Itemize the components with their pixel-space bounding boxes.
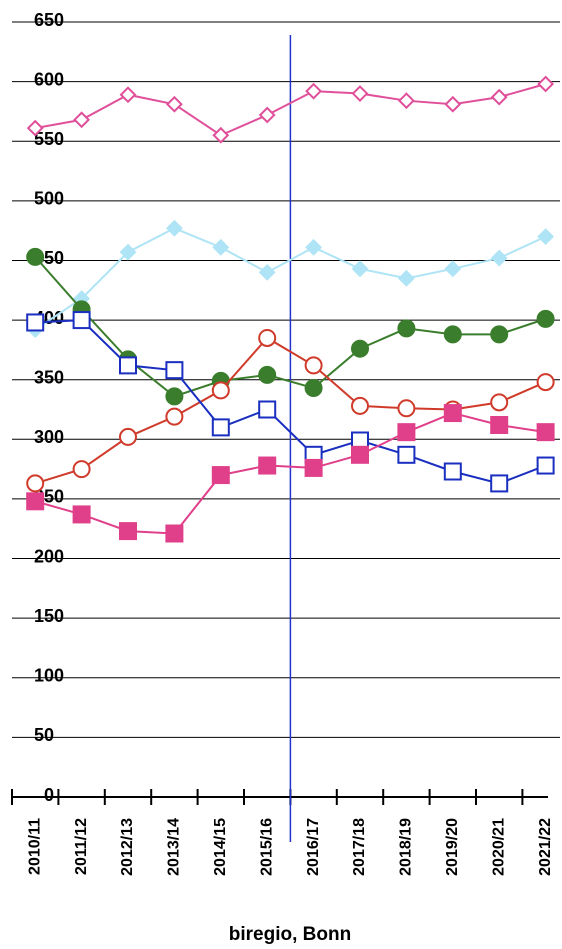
marker [119, 356, 137, 375]
marker [212, 238, 230, 256]
marker [444, 260, 462, 278]
x-tick-label: 2016/17 [305, 818, 322, 876]
x-tick-label: 2010/11 [26, 818, 43, 875]
marker [351, 396, 369, 415]
marker [351, 445, 369, 464]
marker [258, 328, 277, 347]
marker [119, 522, 137, 541]
marker [258, 400, 277, 419]
y-tick-label: 200 [34, 546, 64, 566]
marker [119, 86, 137, 104]
marker [304, 356, 323, 375]
marker [397, 92, 415, 110]
y-tick-label: 550 [34, 129, 64, 149]
marker [443, 325, 462, 344]
y-tick-label: 0 [44, 785, 54, 805]
y-tick-label: 650 [34, 10, 64, 30]
marker [536, 309, 555, 328]
marker [537, 228, 555, 246]
marker [26, 492, 45, 511]
marker [258, 456, 277, 475]
marker [304, 458, 323, 477]
marker [351, 260, 369, 278]
marker [490, 88, 508, 106]
marker [165, 219, 183, 237]
marker [490, 416, 509, 434]
marker [26, 313, 45, 332]
marker [397, 445, 416, 464]
marker [490, 249, 508, 267]
marker [536, 423, 555, 442]
marker [490, 474, 509, 493]
marker [443, 462, 462, 481]
marker [397, 423, 416, 442]
marker [211, 466, 230, 485]
marker [72, 460, 91, 479]
marker [397, 269, 415, 287]
x-tick-label: 2019/20 [444, 818, 461, 876]
marker [26, 119, 44, 137]
marker [536, 373, 555, 392]
x-tick-label: 2020/21 [490, 818, 507, 876]
marker [119, 427, 137, 446]
marker [26, 474, 45, 493]
marker [490, 325, 509, 344]
marker [443, 404, 462, 423]
y-tick-label: 500 [34, 189, 64, 209]
marker [305, 82, 323, 100]
marker [165, 95, 183, 113]
marker [72, 311, 91, 330]
y-tick-label: 50 [34, 725, 54, 745]
x-tick-label: 2017/18 [351, 818, 368, 876]
marker [258, 106, 276, 124]
x-tick-label: 2012/13 [119, 818, 136, 876]
marker [304, 379, 323, 398]
marker [258, 263, 276, 281]
x-tick-label: 2013/14 [166, 818, 183, 876]
x-tick-label: 2014/15 [212, 818, 229, 876]
marker [211, 381, 230, 400]
marker [119, 243, 137, 261]
x-tick-label: 2011/12 [73, 818, 90, 875]
x-axis-label: biregio, Bonn [229, 924, 351, 945]
marker [258, 365, 277, 384]
series-line [34, 227, 547, 331]
marker [165, 524, 184, 543]
marker [536, 456, 555, 475]
marker [165, 361, 184, 380]
marker [537, 75, 555, 93]
marker [165, 407, 184, 426]
marker [73, 111, 91, 129]
y-tick-label: 100 [34, 666, 64, 686]
y-tick-label: 350 [34, 367, 64, 387]
y-tick-label: 300 [34, 427, 64, 447]
y-tick-label: 600 [34, 69, 64, 89]
marker [397, 319, 416, 338]
marker [490, 393, 509, 412]
marker [211, 418, 230, 437]
marker [212, 126, 230, 144]
marker [351, 339, 369, 358]
marker [72, 505, 91, 524]
marker [165, 387, 184, 406]
marker [26, 247, 45, 266]
marker [351, 85, 369, 102]
series-line [35, 83, 546, 137]
x-tick-label: 2018/19 [398, 818, 415, 876]
y-tick-label: 150 [34, 606, 64, 626]
marker [305, 238, 323, 256]
x-tick-label: 2015/16 [258, 818, 275, 876]
x-tick-label: 2021/22 [537, 818, 554, 876]
marker [397, 399, 416, 418]
marker [444, 95, 462, 113]
